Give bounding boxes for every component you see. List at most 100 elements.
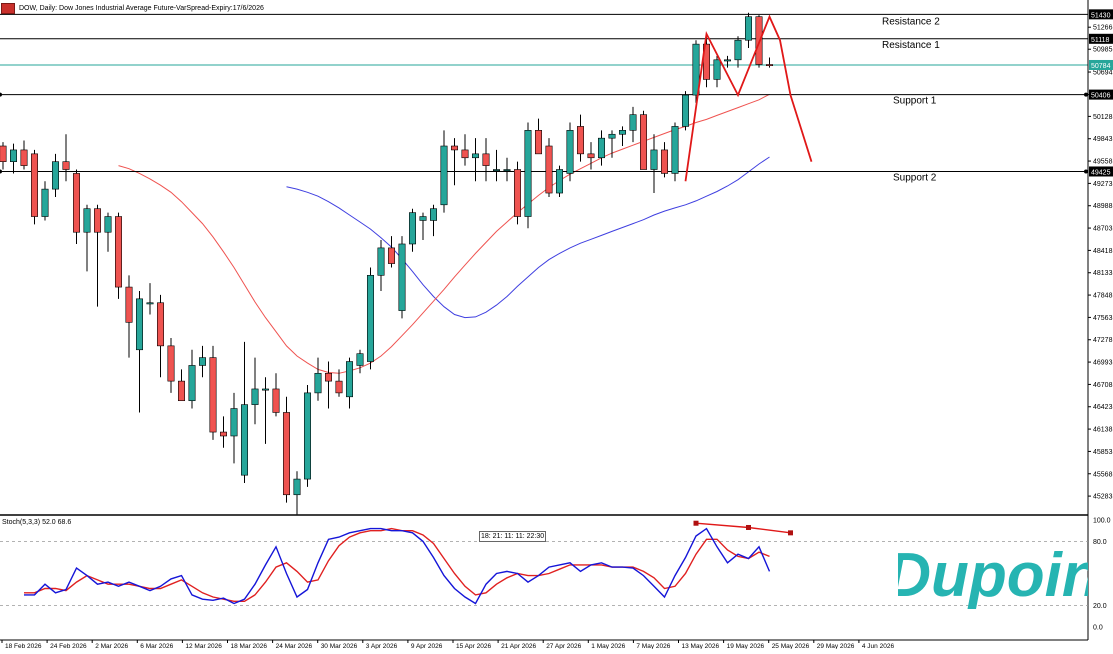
candle-timer-box: 18: 21: 11: 11: 22:30 — [479, 531, 547, 542]
bearish-candle-body — [461, 149, 469, 159]
symbol-flag-icon — [1, 2, 15, 14]
price-tick-label: 49273 — [1093, 181, 1113, 188]
bearish-candle-body — [513, 169, 521, 217]
level-label: Resistance 1 — [882, 40, 940, 51]
price-box-label: 50784 — [1091, 63, 1111, 70]
bullish-candle-body — [303, 392, 311, 480]
bullish-candle-body — [41, 188, 49, 217]
price-tick-label: 46708 — [1093, 382, 1113, 389]
bullish-candle-body — [692, 43, 700, 96]
bearish-candle-body — [576, 126, 584, 155]
stochastic-label: Stoch(5,3,3) 52.0 68.6 — [2, 519, 72, 526]
candles-layer — [0, 12, 773, 515]
time-tick-label: 2 Mar 2026 — [95, 643, 128, 649]
bullish-candle-body — [104, 216, 112, 233]
bearish-candle-body — [167, 345, 175, 382]
time-tick-label: 21 Apr 2026 — [501, 643, 536, 649]
time-tick-label: 6 Mar 2026 — [140, 643, 173, 649]
time-tick-label: 29 May 2026 — [817, 643, 855, 649]
price-tick-label: 49558 — [1093, 159, 1113, 166]
bullish-candle-body — [199, 357, 207, 366]
bullish-candle-body — [566, 130, 574, 174]
bullish-candle-body — [671, 126, 679, 174]
bearish-candle-body — [335, 380, 343, 394]
price-tick-label: 48133 — [1093, 270, 1113, 277]
price-box-label: 51430 — [1091, 12, 1111, 19]
bearish-candle-body — [178, 380, 186, 402]
time-tick-label: 4 Jun 2026 — [862, 643, 895, 649]
bearish-candle-body — [0, 145, 7, 162]
chart-title-bar: DOW, Daily: Dow Jones Industrial Average… — [0, 0, 264, 16]
price-axis-layer: 51266 50985 50694 50406 50128 49843 49558 49273… — [0, 0, 1113, 640]
bearish-candle-body — [534, 130, 542, 155]
bullish-candle-body — [618, 130, 626, 135]
time-tick-label: 1 May 2026 — [591, 643, 625, 649]
bullish-candle-body — [734, 39, 742, 61]
stoch-level-label: 80.0 — [1093, 539, 1107, 546]
bullish-candle-body — [440, 145, 448, 206]
level-price-box — [1089, 166, 1113, 177]
stoch-level-label: 100.0 — [1093, 518, 1111, 525]
bearish-candle-body — [450, 145, 458, 151]
bearish-candle-body — [282, 412, 290, 496]
divergence-marker — [693, 520, 699, 526]
bullish-candle-body — [744, 16, 752, 41]
price-tick-label: 48703 — [1093, 226, 1113, 233]
bullish-candle-body — [524, 130, 532, 217]
bullish-candle-body — [136, 298, 144, 351]
bullish-candle-body — [723, 59, 731, 62]
level-anchor-dot — [1084, 92, 1088, 97]
level-lines-layer: Resistance 2 Resistance 1 Support 1 Support… — [0, 13, 1088, 183]
bullish-candle-body — [345, 361, 353, 398]
bearish-candle-body — [545, 145, 553, 194]
time-tick-label: 3 Apr 2026 — [366, 643, 398, 649]
level-price-box — [1089, 89, 1113, 100]
bullish-candle-body — [261, 388, 269, 391]
time-tick-label: 24 Mar 2026 — [276, 643, 313, 649]
bearish-candle-body — [94, 208, 102, 233]
time-tick-label: 18 Feb 2026 — [5, 643, 42, 649]
price-tick-label: 47848 — [1093, 293, 1113, 300]
bullish-candle-body — [51, 161, 59, 190]
bearish-candle-body — [209, 357, 217, 433]
bearish-candle-body — [660, 149, 668, 174]
price-tick-label: 46138 — [1093, 427, 1113, 434]
time-axis-layer: 18 Feb 2026 24 Feb 2026 2 Mar 2026 6 Mar 20… — [0, 639, 1088, 650]
bearish-candle-body — [157, 302, 165, 347]
price-tick-label: 50128 — [1093, 114, 1113, 121]
bullish-candle-body — [377, 247, 385, 276]
bullish-candle-body — [230, 408, 238, 437]
price-tick-label: 49843 — [1093, 136, 1113, 143]
price-tick-label: 48418 — [1093, 248, 1113, 255]
bullish-candle-body — [471, 153, 479, 159]
divergence-marker — [788, 530, 793, 536]
bullish-candle-body — [555, 169, 563, 194]
level-anchor-dot — [1084, 169, 1088, 174]
bullish-candle-body — [366, 275, 374, 362]
level-anchor-dot — [0, 169, 2, 174]
price-tick-label: 48988 — [1093, 203, 1113, 210]
bullish-candle-body — [398, 243, 406, 311]
price-tick-label: 45568 — [1093, 471, 1113, 478]
bullish-candle-body — [188, 365, 196, 402]
time-tick-label: 24 Feb 2026 — [50, 643, 87, 649]
moving-average-layer — [118, 93, 770, 374]
bullish-candle-body — [629, 114, 637, 131]
time-tick-label: 9 Apr 2026 — [411, 643, 443, 649]
stoch-divergence-line — [695, 522, 791, 534]
time-tick-label: 27 Apr 2026 — [546, 643, 581, 649]
time-tick-label: 12 Mar 2026 — [185, 643, 222, 649]
bullish-candle-body — [241, 404, 249, 476]
chart-title: DOW, Daily: Dow Jones Industrial Average… — [19, 4, 264, 12]
price-tick-label: 51266 — [1093, 25, 1113, 32]
bullish-candle-body — [713, 59, 721, 80]
level-price-box — [1089, 9, 1113, 20]
bearish-candle-body — [272, 388, 280, 413]
bearish-candle-body — [324, 372, 332, 382]
bullish-candle-body — [83, 208, 91, 233]
bearish-candle-body — [115, 216, 123, 288]
level-price-box — [1089, 33, 1113, 44]
level-label: Support 1 — [893, 96, 937, 107]
